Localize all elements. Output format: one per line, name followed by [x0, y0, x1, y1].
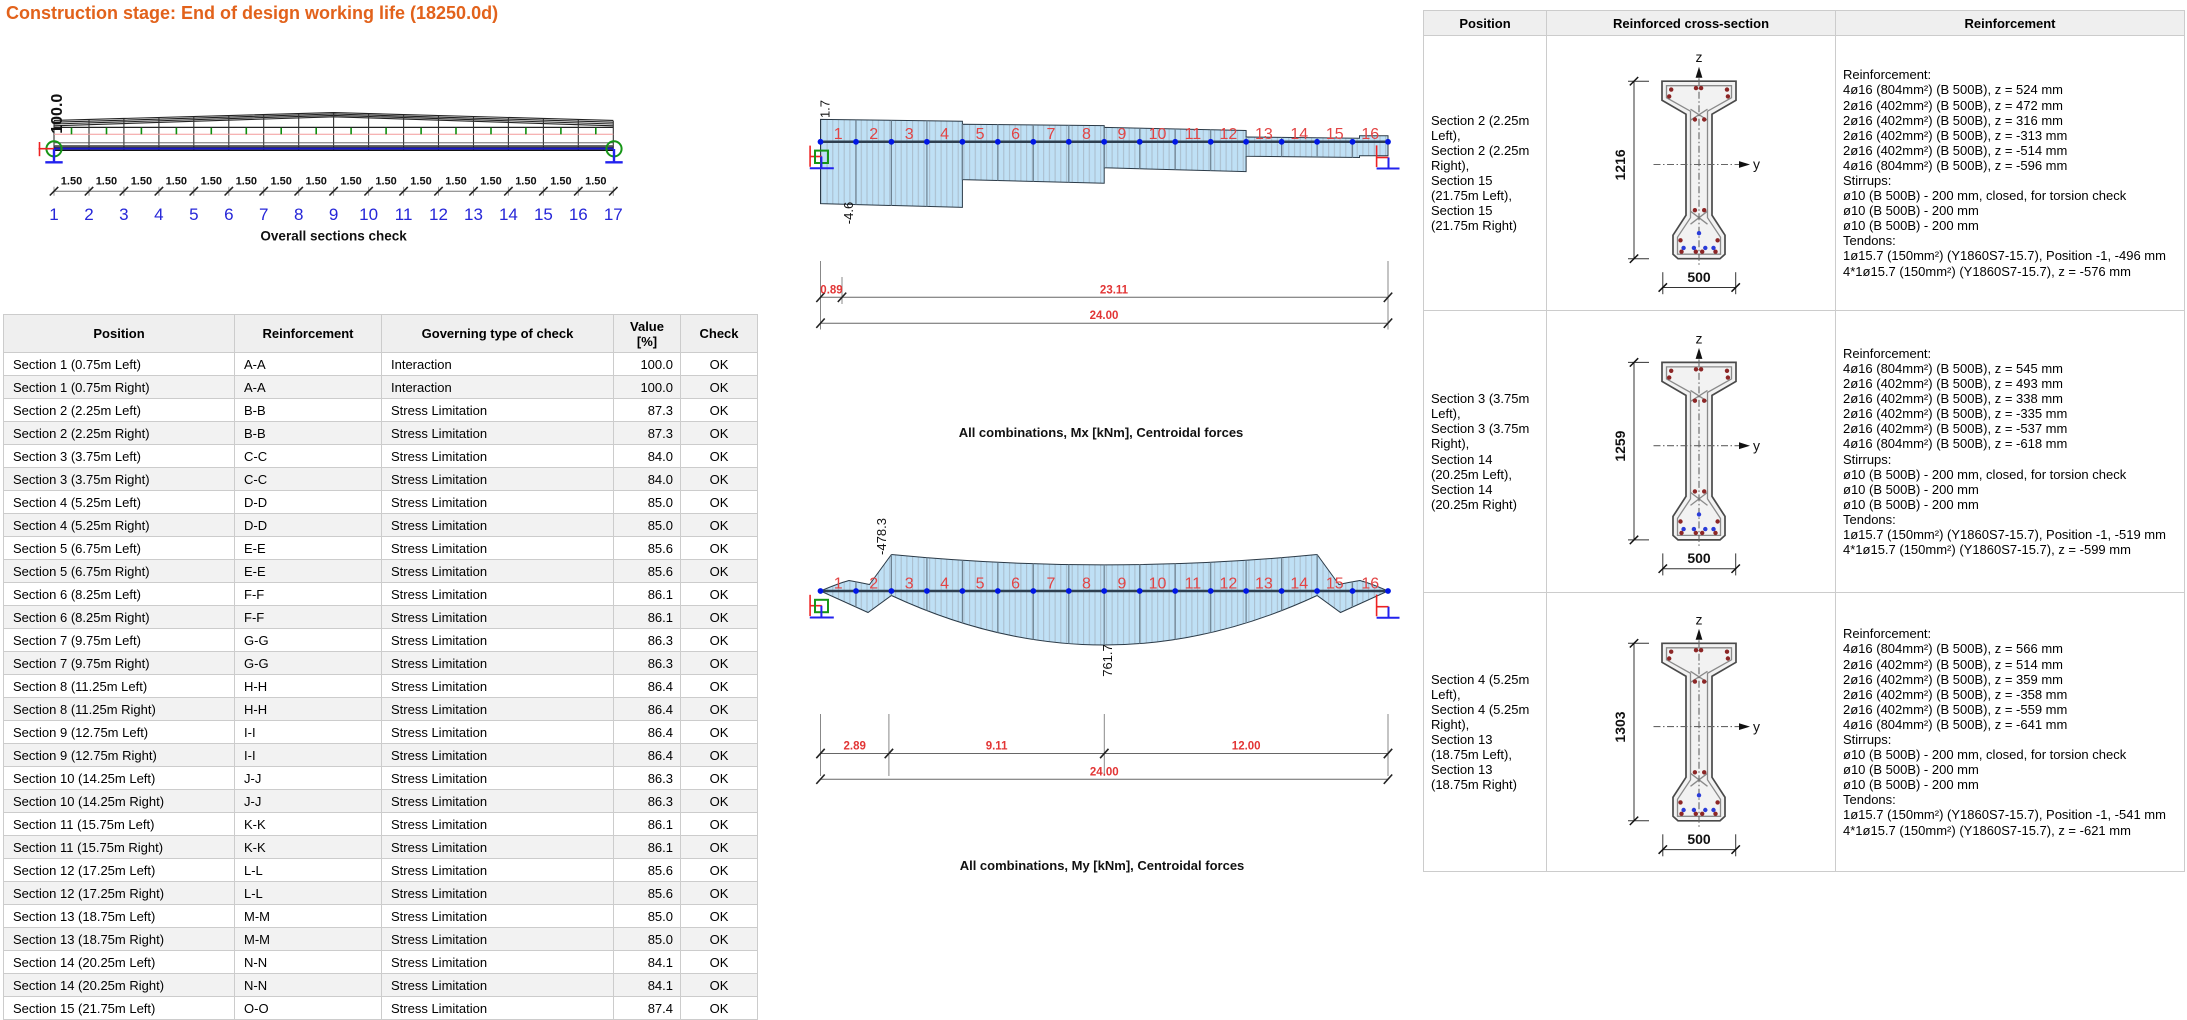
svg-text:5: 5: [976, 126, 985, 143]
svg-text:1.50: 1.50: [236, 176, 257, 188]
svg-text:24.00: 24.00: [1090, 310, 1119, 322]
svg-text:1.50: 1.50: [515, 176, 536, 188]
svg-text:10: 10: [1149, 575, 1167, 592]
svg-text:1.50: 1.50: [375, 176, 396, 188]
svg-text:2: 2: [869, 126, 878, 143]
svg-text:8: 8: [1082, 575, 1091, 592]
svg-text:Overall sections check: Overall sections check: [260, 229, 407, 244]
svg-text:4: 4: [940, 575, 949, 592]
svg-text:1.50: 1.50: [340, 176, 361, 188]
svg-text:12.00: 12.00: [1232, 741, 1261, 753]
svg-text:1: 1: [49, 205, 58, 224]
svg-text:761.7: 761.7: [1100, 644, 1115, 677]
svg-text:9.11: 9.11: [986, 741, 1008, 753]
svg-text:12: 12: [1220, 575, 1238, 592]
svg-text:6: 6: [1011, 575, 1020, 592]
svg-text:11: 11: [1185, 575, 1202, 592]
svg-text:1.50: 1.50: [480, 176, 501, 188]
svg-text:7: 7: [1047, 126, 1056, 143]
svg-text:7: 7: [259, 205, 268, 224]
svg-text:7: 7: [1047, 575, 1056, 592]
svg-text:2.89: 2.89: [844, 741, 866, 753]
svg-text:15: 15: [1326, 126, 1344, 143]
svg-text:15: 15: [1326, 575, 1344, 592]
svg-text:14: 14: [499, 205, 518, 224]
svg-text:100.0: 100.0: [49, 94, 66, 134]
svg-text:12: 12: [1220, 126, 1238, 143]
svg-text:1.50: 1.50: [305, 176, 326, 188]
svg-text:9: 9: [1118, 126, 1127, 143]
svg-text:1.50: 1.50: [166, 176, 187, 188]
svg-text:All combinations, My [kNm], Ce: All combinations, My [kNm], Centroidal f…: [960, 858, 1245, 873]
svg-text:3: 3: [905, 575, 914, 592]
svg-text:11: 11: [1185, 126, 1202, 143]
svg-text:16: 16: [1361, 575, 1379, 592]
svg-text:11: 11: [395, 205, 413, 224]
svg-text:1.50: 1.50: [131, 176, 152, 188]
svg-text:1.50: 1.50: [270, 176, 291, 188]
svg-text:2: 2: [84, 205, 93, 224]
svg-text:1.50: 1.50: [61, 176, 82, 188]
svg-text:1.50: 1.50: [410, 176, 431, 188]
svg-text:1.50: 1.50: [550, 176, 571, 188]
svg-text:10: 10: [1149, 126, 1167, 143]
svg-text:14: 14: [1290, 126, 1308, 143]
svg-text:2: 2: [869, 575, 878, 592]
svg-text:5: 5: [976, 575, 985, 592]
svg-text:14: 14: [1290, 575, 1308, 592]
svg-text:9: 9: [1118, 575, 1127, 592]
svg-text:1.50: 1.50: [445, 176, 466, 188]
svg-text:-478.3: -478.3: [874, 518, 889, 555]
svg-text:6: 6: [1011, 126, 1020, 143]
svg-text:1: 1: [834, 575, 843, 592]
svg-text:13: 13: [464, 205, 483, 224]
svg-text:9: 9: [329, 205, 338, 224]
svg-text:15: 15: [534, 205, 553, 224]
svg-text:12: 12: [429, 205, 448, 224]
svg-text:All combinations, Mx [kNm], Ce: All combinations, Mx [kNm], Centroidal f…: [959, 425, 1244, 440]
svg-text:16: 16: [1361, 126, 1379, 143]
svg-text:1.7: 1.7: [818, 100, 833, 118]
svg-text:1.50: 1.50: [96, 176, 117, 188]
svg-text:1.50: 1.50: [585, 176, 606, 188]
svg-text:23.11: 23.11: [1100, 284, 1129, 296]
svg-text:8: 8: [1082, 126, 1091, 143]
svg-text:3: 3: [119, 205, 128, 224]
svg-text:4: 4: [940, 126, 949, 143]
svg-text:1: 1: [834, 126, 843, 143]
svg-text:24.00: 24.00: [1090, 766, 1119, 778]
svg-text:3: 3: [905, 126, 914, 143]
svg-text:13: 13: [1255, 575, 1273, 592]
svg-text:-4.6: -4.6: [841, 202, 856, 224]
svg-text:17: 17: [604, 205, 623, 224]
svg-text:4: 4: [154, 205, 163, 224]
svg-text:13: 13: [1255, 126, 1273, 143]
svg-text:8: 8: [294, 205, 303, 224]
svg-text:5: 5: [189, 205, 198, 224]
svg-text:1.50: 1.50: [201, 176, 222, 188]
svg-text:0.89: 0.89: [820, 284, 842, 296]
svg-text:10: 10: [359, 205, 378, 224]
svg-text:6: 6: [224, 205, 233, 224]
svg-text:16: 16: [569, 205, 588, 224]
